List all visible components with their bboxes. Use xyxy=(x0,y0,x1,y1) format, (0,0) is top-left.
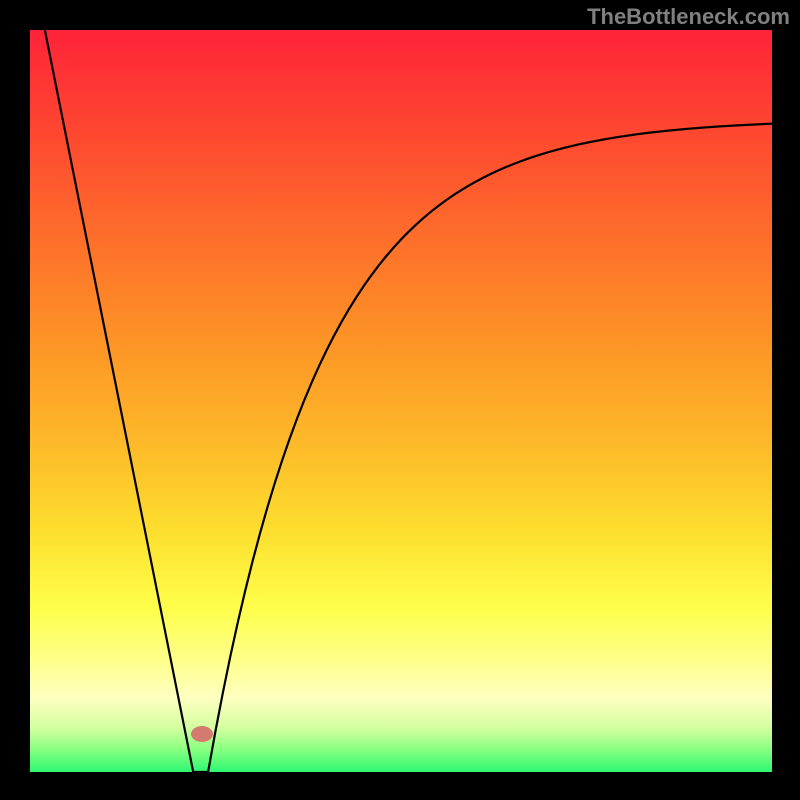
bottleneck-curve xyxy=(45,30,772,772)
min-marker xyxy=(191,726,213,742)
attribution-text: TheBottleneck.com xyxy=(587,4,790,30)
chart-container: TheBottleneck.com xyxy=(0,0,800,800)
curve-svg xyxy=(30,30,772,772)
plot-area xyxy=(30,30,772,772)
